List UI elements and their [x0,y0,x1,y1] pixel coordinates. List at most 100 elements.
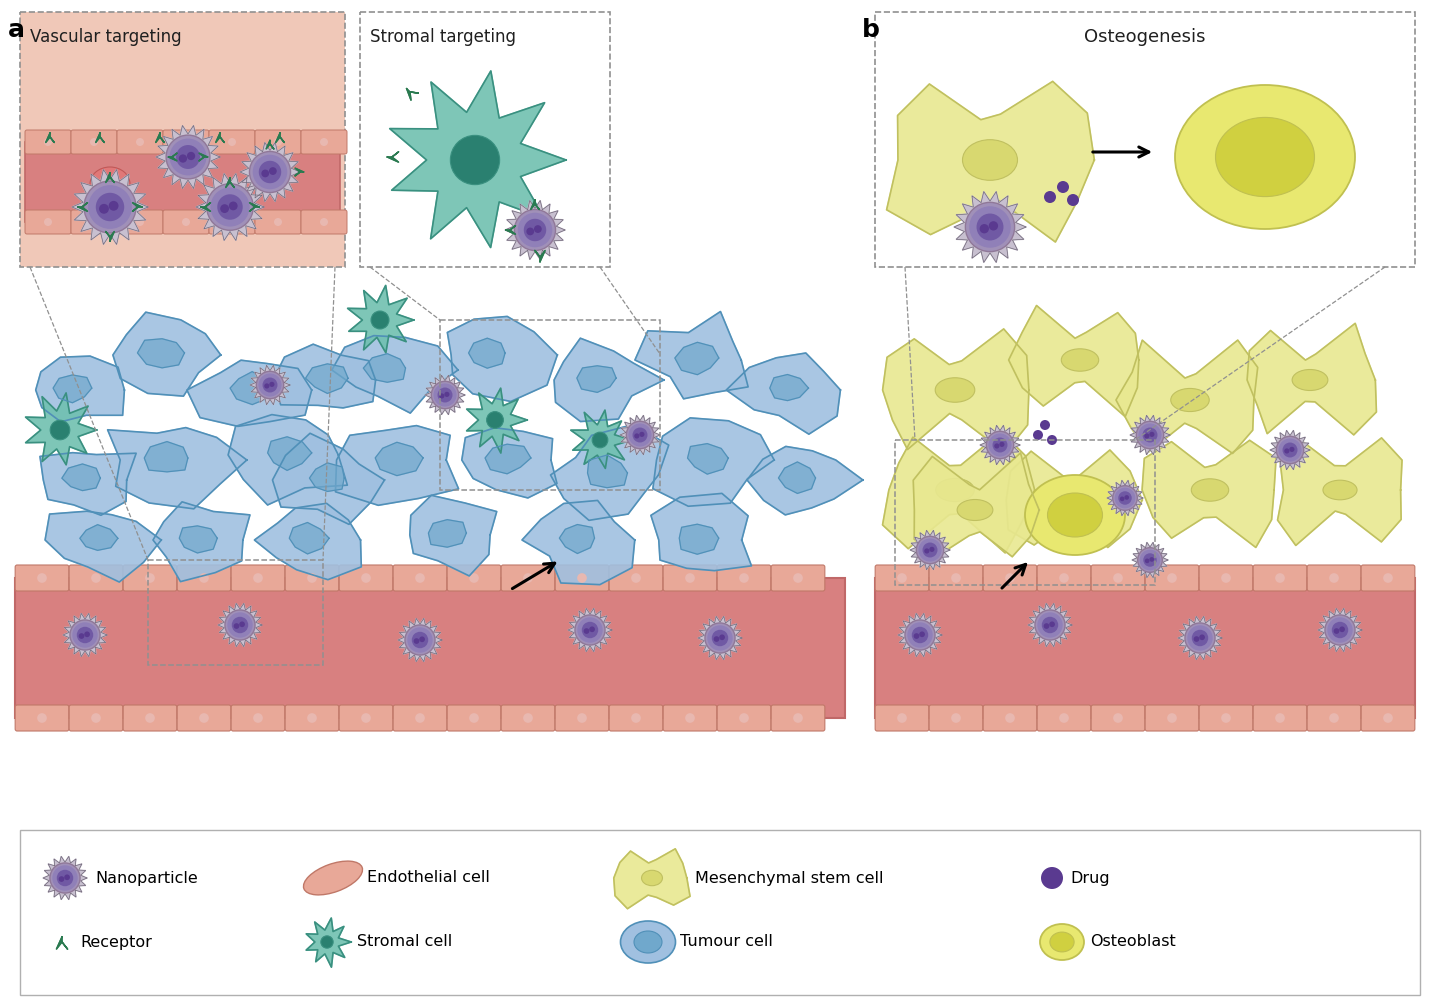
Circle shape [1143,427,1157,442]
Circle shape [514,210,556,250]
Circle shape [1059,714,1069,723]
Circle shape [1040,420,1050,430]
Circle shape [995,443,999,448]
Polygon shape [56,937,67,949]
Circle shape [993,437,1007,452]
Text: Osteogenesis: Osteogenesis [1085,28,1206,46]
Circle shape [1005,714,1015,723]
Polygon shape [240,143,300,202]
Circle shape [413,638,419,644]
Polygon shape [273,433,384,524]
Circle shape [1192,630,1209,647]
FancyBboxPatch shape [393,565,447,591]
Circle shape [84,632,90,637]
Circle shape [239,622,244,627]
Circle shape [719,635,725,640]
Circle shape [320,138,329,146]
Circle shape [166,135,210,179]
Circle shape [253,573,263,583]
Polygon shape [310,463,344,491]
Circle shape [269,382,274,387]
Circle shape [412,632,429,649]
Circle shape [929,547,935,552]
Polygon shape [1130,415,1170,455]
Circle shape [136,218,144,226]
Circle shape [264,383,270,388]
Circle shape [523,714,533,723]
Polygon shape [363,353,406,382]
Circle shape [469,573,479,583]
Polygon shape [883,432,1035,553]
FancyBboxPatch shape [609,565,663,591]
Circle shape [416,573,424,583]
Circle shape [1145,433,1149,438]
Text: Vascular targeting: Vascular targeting [30,28,181,46]
Circle shape [639,432,644,437]
Polygon shape [1006,450,1142,548]
Circle shape [307,573,317,583]
Circle shape [372,311,389,329]
FancyBboxPatch shape [663,705,717,731]
Circle shape [1049,622,1055,627]
Circle shape [439,393,444,398]
Circle shape [253,155,287,190]
Circle shape [905,620,935,650]
Polygon shape [1248,323,1376,435]
Ellipse shape [957,500,993,521]
FancyBboxPatch shape [1253,705,1308,731]
Circle shape [1035,610,1065,640]
FancyBboxPatch shape [24,142,340,222]
Ellipse shape [1170,388,1209,411]
FancyBboxPatch shape [983,565,1037,591]
Polygon shape [169,153,177,161]
FancyBboxPatch shape [663,565,717,591]
FancyBboxPatch shape [16,705,69,731]
Circle shape [952,714,960,723]
Circle shape [1383,573,1393,583]
Polygon shape [216,133,224,143]
Circle shape [407,628,433,653]
Circle shape [1140,550,1160,571]
Polygon shape [250,203,259,212]
Circle shape [919,632,925,637]
FancyBboxPatch shape [1145,705,1199,731]
Polygon shape [201,203,210,212]
FancyBboxPatch shape [1092,705,1145,731]
Polygon shape [1177,617,1222,660]
Circle shape [1057,181,1069,193]
Circle shape [793,714,803,723]
Polygon shape [226,178,234,188]
FancyBboxPatch shape [24,210,71,234]
Circle shape [59,876,64,882]
Circle shape [1120,497,1125,501]
FancyBboxPatch shape [1362,705,1415,731]
Polygon shape [332,335,457,413]
Ellipse shape [935,378,975,402]
Text: Stromal targeting: Stromal targeting [370,28,516,46]
Circle shape [577,618,603,643]
Circle shape [712,630,729,647]
Circle shape [73,623,97,648]
Polygon shape [36,356,124,422]
Circle shape [256,371,284,398]
Polygon shape [469,338,504,368]
Circle shape [629,423,652,446]
Polygon shape [266,141,274,149]
Circle shape [231,617,249,634]
FancyBboxPatch shape [875,578,1415,718]
Circle shape [44,138,51,146]
Circle shape [577,573,587,583]
Circle shape [1149,432,1155,437]
Circle shape [416,714,424,723]
Circle shape [1222,573,1230,583]
Polygon shape [1132,542,1167,578]
Ellipse shape [1025,475,1125,555]
FancyBboxPatch shape [554,565,609,591]
Circle shape [739,714,749,723]
Polygon shape [144,441,187,472]
Circle shape [181,218,190,226]
Circle shape [1187,626,1213,651]
Polygon shape [71,170,149,245]
Text: Receptor: Receptor [80,934,151,949]
Circle shape [362,714,372,723]
